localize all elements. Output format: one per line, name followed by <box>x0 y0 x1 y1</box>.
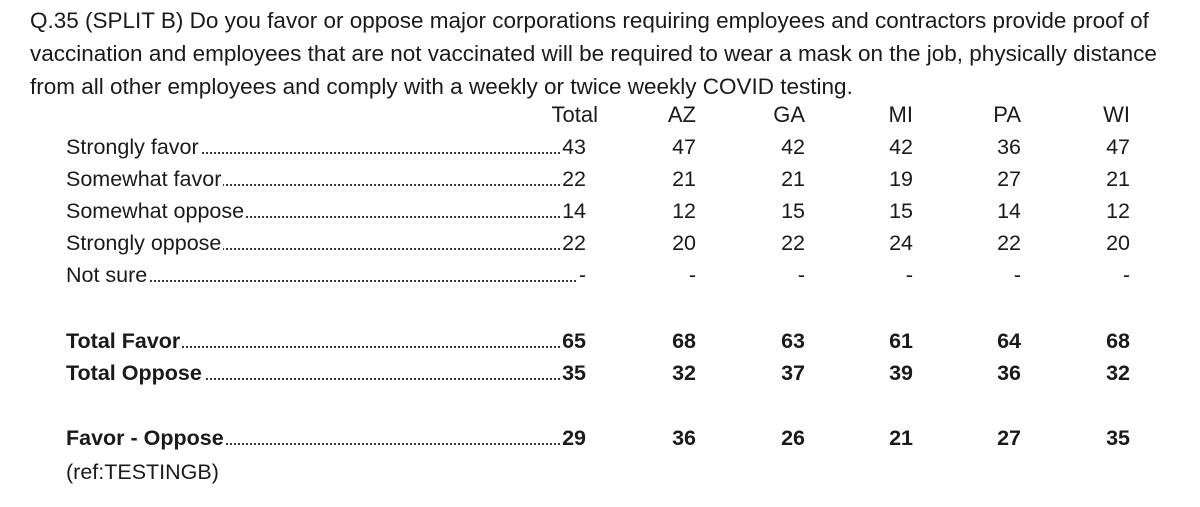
state-cell: 24 <box>889 231 913 255</box>
state-cell: - <box>1122 263 1130 287</box>
state-cell: 42 <box>889 135 913 159</box>
state-cell: 35 <box>1106 426 1130 450</box>
column-header-ga: GA <box>773 102 805 127</box>
state-cell: 26 <box>781 426 805 450</box>
state-cell: 21 <box>672 167 696 191</box>
state-cell: 32 <box>672 361 696 385</box>
row-label: Favor - Oppose <box>66 426 226 450</box>
total-cell: 14 <box>560 199 586 223</box>
table-row: Somewhat favor 22 21 21 19 27 21 <box>0 163 1200 195</box>
row-label-container: Strongly oppose <box>66 227 584 259</box>
state-cell: 36 <box>997 361 1021 385</box>
table-row: Strongly oppose 22 20 22 24 22 20 <box>0 227 1200 259</box>
column-header-wi: WI <box>1103 102 1130 127</box>
row-label: Somewhat favor <box>66 167 224 191</box>
state-cell: - <box>688 263 696 287</box>
total-cell-container: 35 <box>520 357 586 389</box>
total-cell: 43 <box>560 135 586 159</box>
row-label: Somewhat oppose <box>66 199 247 223</box>
total-cell: 35 <box>560 361 586 385</box>
state-cell: 20 <box>672 231 696 255</box>
state-cell: 63 <box>781 329 805 353</box>
table-row: Somewhat oppose 14 12 15 15 14 12 <box>0 195 1200 227</box>
total-cell-container: 22 <box>520 227 586 259</box>
state-cell: 22 <box>781 231 805 255</box>
column-header-az: AZ <box>667 102 696 127</box>
row-label: Not sure <box>66 263 150 287</box>
dot-leader <box>66 184 584 186</box>
state-cell: 42 <box>781 135 805 159</box>
state-cell: 64 <box>997 329 1021 353</box>
total-cell-container: 14 <box>520 195 586 227</box>
dot-leader <box>66 280 584 282</box>
row-label-container: Total Favor <box>66 325 584 357</box>
state-cell: 39 <box>889 361 913 385</box>
total-cell: - <box>576 263 586 287</box>
total-cell-container: - <box>520 259 586 291</box>
state-cell: 12 <box>672 199 696 223</box>
state-cell: 21 <box>781 167 805 191</box>
row-label: Strongly oppose <box>66 231 224 255</box>
row-label-container: Total Oppose <box>66 357 584 389</box>
total-cell: 22 <box>560 231 586 255</box>
summary-row: Total Favor 65 68 63 61 64 68 <box>0 325 1200 357</box>
total-cell: 65 <box>560 329 586 353</box>
row-label-container: Somewhat oppose <box>66 195 584 227</box>
state-cell: 47 <box>1106 135 1130 159</box>
row-label: Total Oppose <box>66 361 204 385</box>
net-row: Favor - Oppose 29 36 26 21 27 35 <box>0 422 1200 454</box>
row-label: Total Favor <box>66 329 183 353</box>
state-cell: 61 <box>889 329 913 353</box>
row-label: Strongly favor <box>66 135 201 159</box>
state-cell: 21 <box>889 426 913 450</box>
total-cell-container: 29 <box>520 422 586 454</box>
state-cell: 27 <box>997 167 1021 191</box>
column-header-mi: MI <box>888 102 913 127</box>
summary-row: Total Oppose 35 32 37 39 36 32 <box>0 357 1200 389</box>
total-cell-container: 22 <box>520 163 586 195</box>
total-cell: 22 <box>560 167 586 191</box>
state-cell: - <box>1013 263 1021 287</box>
state-cell: - <box>905 263 913 287</box>
column-header-pa: PA <box>993 102 1021 127</box>
reference-note: (ref:TESTINGB) <box>66 460 219 484</box>
state-cell: 27 <box>997 426 1021 450</box>
state-cell: 12 <box>1106 199 1130 223</box>
state-cell: 22 <box>997 231 1021 255</box>
dot-leader <box>66 443 584 445</box>
state-cell: 19 <box>889 167 913 191</box>
dot-leader <box>66 378 584 380</box>
state-cell: 21 <box>1106 167 1130 191</box>
dot-leader <box>66 152 584 154</box>
column-header-total: Total <box>551 102 598 127</box>
row-label-container: Strongly favor <box>66 131 584 163</box>
state-cell: 20 <box>1106 231 1130 255</box>
row-label-container: Somewhat favor <box>66 163 584 195</box>
dot-leader <box>66 346 584 348</box>
row-label-container: Not sure <box>66 259 584 291</box>
state-cell: 68 <box>1106 329 1130 353</box>
total-cell-container: 43 <box>520 131 586 163</box>
dot-leader <box>66 216 584 218</box>
state-cell: 14 <box>997 199 1021 223</box>
question-text: Q.35 (SPLIT B) Do you favor or oppose ma… <box>30 8 1157 99</box>
row-label-container: Favor - Oppose <box>66 422 584 454</box>
state-cell: 36 <box>997 135 1021 159</box>
dot-leader <box>66 248 584 250</box>
state-cell: 15 <box>889 199 913 223</box>
table-row: Strongly favor 43 47 42 42 36 47 <box>0 131 1200 163</box>
state-cell: 68 <box>672 329 696 353</box>
state-cell: 37 <box>781 361 805 385</box>
state-cell: 15 <box>781 199 805 223</box>
total-cell: 29 <box>560 426 586 450</box>
total-cell-container: 65 <box>520 325 586 357</box>
state-cell: 47 <box>672 135 696 159</box>
table-row: Not sure - - - - - - <box>0 259 1200 291</box>
state-cell: 32 <box>1106 361 1130 385</box>
state-cell: - <box>797 263 805 287</box>
state-cell: 36 <box>672 426 696 450</box>
